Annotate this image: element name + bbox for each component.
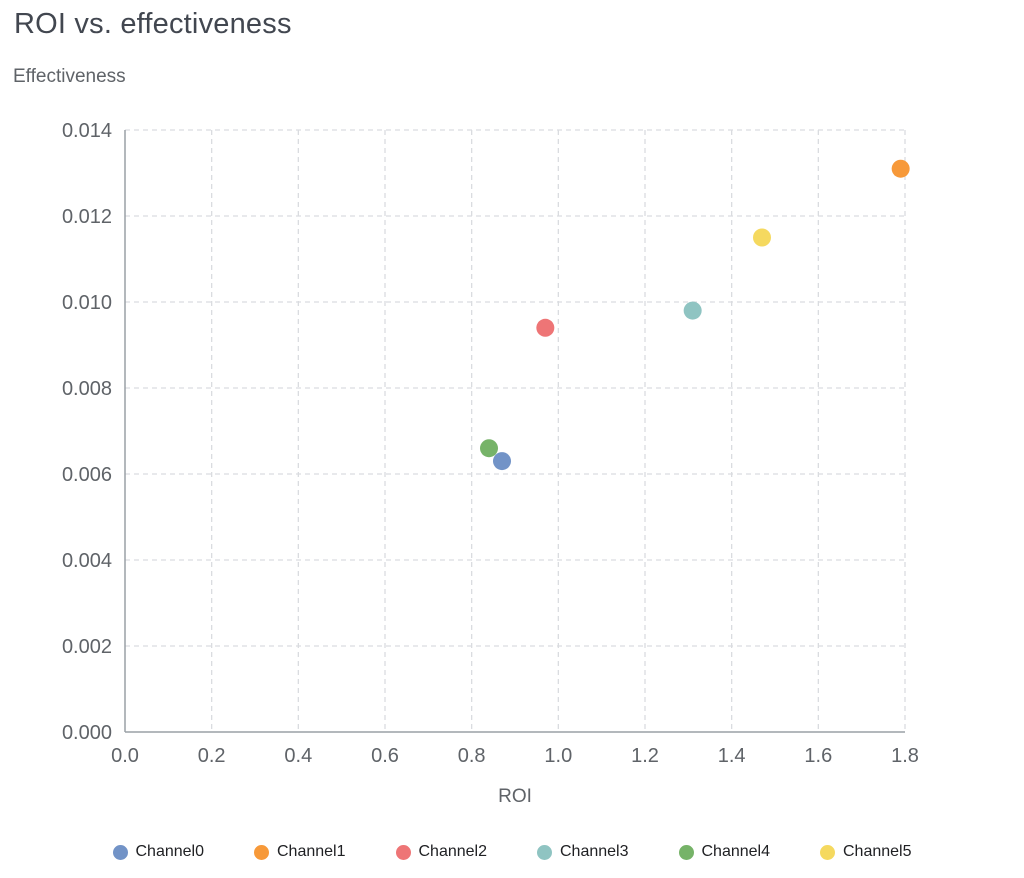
y-tick-label: 0.000	[62, 722, 112, 744]
legend-dot-icon	[537, 844, 552, 860]
legend-dot-icon	[395, 844, 411, 860]
data-point-channel3[interactable]	[683, 301, 702, 320]
x-tick-label: 1.8	[891, 745, 919, 767]
legend-label: Channel3	[560, 843, 629, 860]
legend: Channel0 Channel1 Channel2 Channel3 Channel4…	[0, 843, 1024, 861]
legend-item-channel5[interactable]: Channel5	[820, 843, 912, 861]
x-tick-label: 0.6	[371, 745, 399, 767]
data-point-channel2[interactable]	[536, 318, 555, 337]
data-point-channel1[interactable]	[891, 159, 910, 178]
y-tick-label: 0.002	[62, 636, 112, 658]
legend-dot-icon	[820, 844, 835, 860]
x-tick-label: 1.4	[718, 745, 746, 767]
y-tick-label: 0.012	[62, 206, 112, 228]
x-tick-label: 0.4	[284, 745, 312, 767]
legend-label: Channel2	[418, 843, 488, 860]
x-tick-label: 1.0	[544, 745, 572, 767]
legend-label: Channel1	[277, 843, 346, 860]
y-tick-label: 0.006	[62, 464, 112, 486]
legend-item-channel1[interactable]: Channel1	[254, 843, 346, 861]
scatter-plot: 0.0 0.2 0.4 0.6 0.8 1.0 1.2 1.4 1.6 1.8 0.000 0.002…	[62, 120, 919, 767]
x-tick-label: 0.0	[111, 745, 139, 767]
x-axis-title: ROI	[498, 786, 532, 807]
legend-label: Channel0	[135, 843, 205, 860]
chart-title: ROI vs. effectiveness	[14, 8, 292, 40]
y-tick-label: 0.004	[62, 550, 112, 572]
data-point-channel0[interactable]	[493, 452, 511, 471]
legend-label: Channel5	[843, 843, 912, 860]
legend-dot-icon	[254, 844, 269, 860]
x-tick-label: 0.8	[458, 745, 486, 767]
y-axis-title: Effectiveness	[13, 66, 126, 87]
legend-dot-icon	[112, 844, 128, 860]
y-tick-label: 0.014	[62, 120, 112, 142]
legend-item-channel3[interactable]: Channel3	[537, 843, 629, 861]
y-tick-label: 0.010	[62, 292, 112, 314]
legend-item-channel2[interactable]: Channel2	[395, 843, 488, 861]
legend-item-channel0[interactable]: Channel0	[112, 843, 205, 861]
legend-item-channel4[interactable]: Channel4	[678, 843, 771, 861]
legend-dot-icon	[678, 844, 694, 860]
x-tick-label: 1.2	[631, 745, 659, 767]
x-tick-label: 0.2	[198, 745, 226, 767]
x-tick-label: 1.6	[804, 745, 832, 767]
data-point-channel5[interactable]	[753, 228, 771, 247]
y-tick-label: 0.008	[62, 378, 112, 400]
legend-label: Channel4	[701, 843, 771, 860]
data-point-channel4[interactable]	[480, 439, 498, 458]
